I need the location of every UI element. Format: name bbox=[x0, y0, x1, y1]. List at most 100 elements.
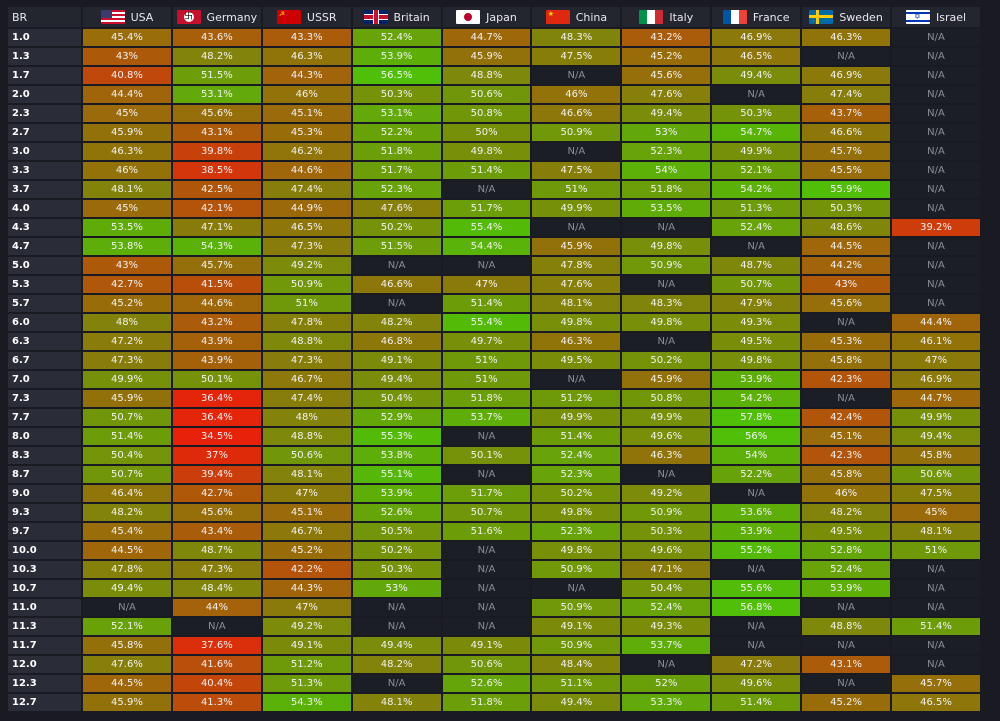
winrate-cell-britain: 52.4% bbox=[352, 29, 441, 46]
winrate-cell-china: 51% bbox=[532, 181, 621, 198]
winrate-cell-france: 49.9% bbox=[712, 143, 801, 160]
winrate-cell-france: 50.3% bbox=[712, 105, 801, 122]
winrate-cell-ussr: 45.1% bbox=[262, 105, 351, 122]
table-row: 10.0 44.5% 48.7% 45.2% 50.2% N/A 49.8% 49.6% 55.… bbox=[8, 542, 980, 559]
winrate-cell-france: N/A bbox=[712, 618, 801, 635]
winrate-cell-usa: 50.4% bbox=[83, 447, 171, 464]
winrate-cell-japan: 50.7% bbox=[442, 504, 531, 521]
winrate-cell-japan: N/A bbox=[442, 428, 531, 445]
winrate-cell-japan: 44.7% bbox=[442, 29, 531, 46]
br-cell: 2.3 bbox=[8, 105, 81, 122]
winrate-cell-usa: 48.1% bbox=[83, 181, 171, 198]
winrate-cell-sweden: N/A bbox=[802, 390, 891, 407]
winrate-cell-china: 47.5% bbox=[532, 162, 621, 179]
winrate-cell-china: 47.5% bbox=[532, 48, 621, 65]
winrate-cell-germany: 43.4% bbox=[172, 523, 261, 540]
winrate-cell-france: 47.2% bbox=[712, 656, 801, 673]
winrate-cell-sweden: 43% bbox=[802, 276, 891, 293]
winrate-cell-britain: N/A bbox=[352, 599, 441, 616]
winrate-cell-italy: 48.3% bbox=[622, 295, 711, 312]
winrate-cell-japan: 53.7% bbox=[442, 409, 531, 426]
winrate-cell-ussr: 49.1% bbox=[262, 637, 351, 654]
table-row: 1.0 45.4% 43.6% 43.3% 52.4% 44.7% 48.3% 43.2% 46… bbox=[8, 29, 980, 46]
winrate-cell-britain: 49.4% bbox=[352, 371, 441, 388]
winrate-cell-france: 57.8% bbox=[712, 409, 801, 426]
winrate-cell-germany: 48.7% bbox=[172, 542, 261, 559]
br-cell: 5.3 bbox=[8, 276, 81, 293]
winrate-cell-usa: 45.2% bbox=[83, 295, 171, 312]
winrate-cell-china: N/A bbox=[532, 580, 621, 597]
winrate-cell-italy: 45.2% bbox=[622, 48, 711, 65]
winrate-cell-sweden: 53.9% bbox=[802, 580, 891, 597]
br-cell: 9.3 bbox=[8, 504, 81, 521]
winrate-cell-sweden: 52.4% bbox=[802, 561, 891, 578]
table-row: 1.3 43% 48.2% 46.3% 53.9% 45.9% 47.5% 45.2% 46.5… bbox=[8, 48, 980, 65]
winrate-cell-france: 52.4% bbox=[712, 219, 801, 236]
column-header-label: China bbox=[575, 10, 608, 24]
column-header-ussr: USSR bbox=[262, 7, 351, 27]
winrate-cell-germany: 54.3% bbox=[172, 238, 261, 255]
winrate-cell-italy: N/A bbox=[622, 466, 711, 483]
winrate-cell-germany: 40.4% bbox=[172, 675, 261, 692]
winrate-cell-ussr: 50.9% bbox=[262, 276, 351, 293]
winrate-cell-italy: 52% bbox=[622, 675, 711, 692]
table-row: 2.7 45.9% 43.1% 45.3% 52.2% 50% 50.9% 53% 54.7% 4… bbox=[8, 124, 980, 141]
winrate-cell-china: 49.1% bbox=[532, 618, 621, 635]
winrate-cell-japan: N/A bbox=[442, 580, 531, 597]
winrate-cell-israel: 44.4% bbox=[892, 314, 980, 331]
winrate-cell-sweden: 45.3% bbox=[802, 333, 891, 350]
br-cell: 12.0 bbox=[8, 656, 81, 673]
winrate-cell-israel: N/A bbox=[892, 29, 980, 46]
winrate-cell-japan: 45.9% bbox=[442, 48, 531, 65]
winrate-cell-china: 49.8% bbox=[532, 314, 621, 331]
winrate-cell-italy: 49.8% bbox=[622, 238, 711, 255]
winrate-cell-japan: 49.1% bbox=[442, 637, 531, 654]
winrate-cell-japan: 47% bbox=[442, 276, 531, 293]
table-row: 8.7 50.7% 39.4% 48.1% 55.1% N/A 52.3% N/A 52.2% 4… bbox=[8, 466, 980, 483]
winrate-cell-sweden: 46.3% bbox=[802, 29, 891, 46]
winrate-cell-britain: 50.3% bbox=[352, 561, 441, 578]
winrate-cell-sweden: 44.2% bbox=[802, 257, 891, 274]
winrate-cell-japan: 50% bbox=[442, 124, 531, 141]
table-row: 6.0 48% 43.2% 47.8% 48.2% 55.4% 49.8% 49.8% 49.3… bbox=[8, 314, 980, 331]
winrate-cell-germany: 53.1% bbox=[172, 86, 261, 103]
br-cell: 10.3 bbox=[8, 561, 81, 578]
winrate-cell-usa: 45.8% bbox=[83, 637, 171, 654]
winrate-cell-usa: 45% bbox=[83, 105, 171, 122]
winrate-cell-sweden: 42.3% bbox=[802, 371, 891, 388]
winrate-cell-japan: 50.1% bbox=[442, 447, 531, 464]
winrate-cell-britain: 51.7% bbox=[352, 162, 441, 179]
winrate-cell-usa: 50.7% bbox=[83, 409, 171, 426]
winrate-cell-israel: N/A bbox=[892, 48, 980, 65]
winrate-cell-israel: 49.4% bbox=[892, 428, 980, 445]
winrate-cell-israel: 46.5% bbox=[892, 694, 980, 711]
winrate-cell-ussr: 46.7% bbox=[262, 523, 351, 540]
winrate-cell-japan: 50.6% bbox=[442, 86, 531, 103]
table-row: 7.0 49.9% 50.1% 46.7% 49.4% 51% N/A 45.9% 53.9% 4… bbox=[8, 371, 980, 388]
winrate-cell-britain: 52.6% bbox=[352, 504, 441, 521]
winrate-cell-ussr: 47.8% bbox=[262, 314, 351, 331]
winrate-cell-ussr: 48% bbox=[262, 409, 351, 426]
table-row: 6.7 47.3% 43.9% 47.3% 49.1% 51% 49.5% 50.2% 49.8… bbox=[8, 352, 980, 369]
column-header-label: Britain bbox=[393, 10, 430, 24]
winrate-cell-usa: 45.9% bbox=[83, 694, 171, 711]
winrate-cell-israel: N/A bbox=[892, 181, 980, 198]
winrate-cell-italy: 54% bbox=[622, 162, 711, 179]
winrate-cell-israel: 49.9% bbox=[892, 409, 980, 426]
br-cell: 11.0 bbox=[8, 599, 81, 616]
br-cell: 12.7 bbox=[8, 694, 81, 711]
israel-flag-icon bbox=[905, 10, 930, 24]
winrate-cell-ussr: 45.1% bbox=[262, 504, 351, 521]
column-header-label: Israel bbox=[935, 10, 967, 24]
br-cell: 4.7 bbox=[8, 238, 81, 255]
winrate-cell-sweden: 49.5% bbox=[802, 523, 891, 540]
winrate-cell-italy: N/A bbox=[622, 219, 711, 236]
winrate-cell-ussr: 47.3% bbox=[262, 352, 351, 369]
br-cell: 9.0 bbox=[8, 485, 81, 502]
winrate-cell-france: 53.9% bbox=[712, 523, 801, 540]
winrate-cell-ussr: 46.2% bbox=[262, 143, 351, 160]
winrate-cell-germany: 45.7% bbox=[172, 257, 261, 274]
winrate-cell-britain: 53.8% bbox=[352, 447, 441, 464]
winrate-cell-britain: 55.1% bbox=[352, 466, 441, 483]
winrate-cell-italy: N/A bbox=[622, 656, 711, 673]
